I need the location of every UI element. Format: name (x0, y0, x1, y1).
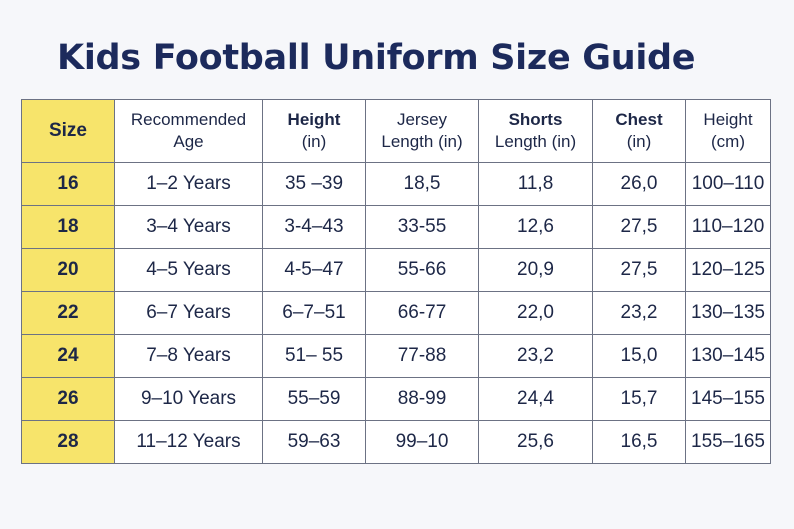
table-row: 18 3–4 Years 3-4–43 33-55 12,6 27,5 110–… (21, 205, 771, 249)
size-cell: 24 (21, 334, 115, 378)
header-age-line-1: Recommended (130, 110, 247, 129)
header-height-cm-line-1: Height (703, 110, 753, 129)
header-recommended-age: Recommended Age (114, 99, 263, 163)
height-in-cell: 35 –39 (262, 162, 366, 206)
header-size: Size (21, 99, 115, 163)
table-row: 28 11–12 Years 59–63 99–10 25,6 16,5 155… (21, 420, 771, 464)
size-cell: 22 (21, 291, 115, 335)
chest-cell: 26,0 (592, 162, 686, 206)
size-cell: 16 (21, 162, 115, 206)
shorts-length-cell: 22,0 (478, 291, 593, 335)
jersey-length-cell: 66-77 (365, 291, 479, 335)
jersey-length-cell: 18,5 (365, 162, 479, 206)
page-title: Kids Football Uniform Size Guide (57, 38, 696, 78)
chest-cell: 15,0 (592, 334, 686, 378)
jersey-length-cell: 88-99 (365, 377, 479, 421)
header-age-line-2: Age (173, 132, 204, 151)
header-height-in-line-2: (in) (301, 132, 327, 151)
shorts-length-cell: 23,2 (478, 334, 593, 378)
table-row: 24 7–8 Years 51– 55 77-88 23,2 15,0 130–… (21, 334, 771, 378)
height-cm-cell: 145–155 (685, 377, 771, 421)
height-in-cell: 55–59 (262, 377, 366, 421)
height-cm-cell: 155–165 (685, 420, 771, 464)
header-height-cm-line-2: (cm) (711, 132, 745, 151)
table-row: 20 4–5 Years 4-5–47 55-66 20,9 27,5 120–… (21, 248, 771, 292)
age-cell: 4–5 Years (114, 248, 263, 292)
header-height-in-line-1: Height (287, 110, 341, 129)
shorts-length-cell: 12,6 (478, 205, 593, 249)
age-cell: 6–7 Years (114, 291, 263, 335)
height-cm-cell: 100–110 (685, 162, 771, 206)
size-cell: 28 (21, 420, 115, 464)
shorts-length-cell: 20,9 (478, 248, 593, 292)
height-in-cell: 3-4–43 (262, 205, 366, 249)
table-row: 22 6–7 Years 6–7–51 66-77 22,0 23,2 130–… (21, 291, 771, 335)
height-cm-cell: 130–145 (685, 334, 771, 378)
header-shorts-line-1: Shorts (508, 110, 563, 129)
age-cell: 1–2 Years (114, 162, 263, 206)
height-in-cell: 51– 55 (262, 334, 366, 378)
height-cm-cell: 130–135 (685, 291, 771, 335)
height-in-cell: 6–7–51 (262, 291, 366, 335)
jersey-length-cell: 99–10 (365, 420, 479, 464)
size-guide-table: Size Recommended Age Height (in) Jersey … (21, 99, 771, 464)
header-height-in: Height (in) (262, 99, 366, 163)
chest-cell: 27,5 (592, 205, 686, 249)
header-chest-line-2: (in) (626, 132, 652, 151)
table-row: 16 1–2 Years 35 –39 18,5 11,8 26,0 100–1… (21, 162, 771, 206)
age-cell: 11–12 Years (114, 420, 263, 464)
height-in-cell: 4-5–47 (262, 248, 366, 292)
header-shorts-length: Shorts Length (in) (478, 99, 593, 163)
header-jersey-line-2: Length (in) (381, 132, 463, 151)
shorts-length-cell: 24,4 (478, 377, 593, 421)
chest-cell: 27,5 (592, 248, 686, 292)
height-cm-cell: 110–120 (685, 205, 771, 249)
header-jersey-line-1: Jersey (396, 110, 448, 129)
age-cell: 3–4 Years (114, 205, 263, 249)
jersey-length-cell: 33-55 (365, 205, 479, 249)
jersey-length-cell: 55-66 (365, 248, 479, 292)
header-chest-line-1: Chest (615, 110, 663, 129)
size-cell: 20 (21, 248, 115, 292)
chest-cell: 23,2 (592, 291, 686, 335)
table-row: 26 9–10 Years 55–59 88-99 24,4 15,7 145–… (21, 377, 771, 421)
size-cell: 18 (21, 205, 115, 249)
shorts-length-cell: 25,6 (478, 420, 593, 464)
age-cell: 9–10 Years (114, 377, 263, 421)
header-jersey-length: Jersey Length (in) (365, 99, 479, 163)
height-cm-cell: 120–125 (685, 248, 771, 292)
chest-cell: 15,7 (592, 377, 686, 421)
chest-cell: 16,5 (592, 420, 686, 464)
height-in-cell: 59–63 (262, 420, 366, 464)
age-cell: 7–8 Years (114, 334, 263, 378)
header-chest: Chest (in) (592, 99, 686, 163)
size-cell: 26 (21, 377, 115, 421)
header-height-cm: Height (cm) (685, 99, 771, 163)
table-header-row: Size Recommended Age Height (in) Jersey … (21, 99, 771, 163)
shorts-length-cell: 11,8 (478, 162, 593, 206)
jersey-length-cell: 77-88 (365, 334, 479, 378)
header-shorts-line-2: Length (in) (494, 132, 577, 151)
